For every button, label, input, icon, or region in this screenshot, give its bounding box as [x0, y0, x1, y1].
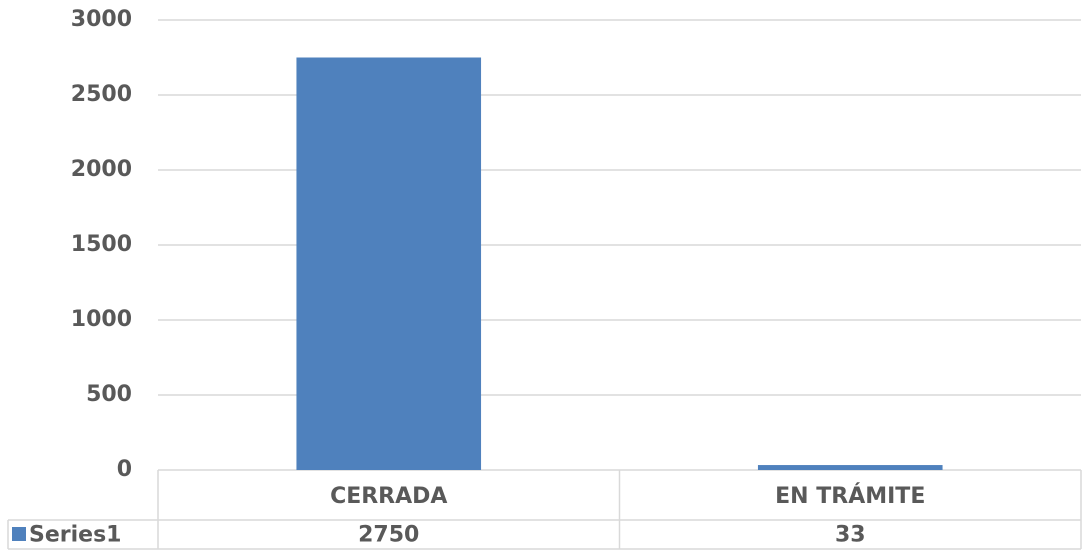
- y-tick-label: 1500: [71, 232, 132, 257]
- x-tick-label: CERRADA: [330, 484, 447, 509]
- y-tick-label: 1000: [71, 307, 132, 332]
- table-value: 33: [835, 523, 866, 548]
- table-value: 2750: [358, 523, 419, 548]
- y-tick-label: 3000: [71, 7, 132, 32]
- bar: [296, 57, 482, 470]
- legend-label: Series1: [29, 523, 121, 548]
- x-tick-label: EN TRÁMITE: [775, 483, 925, 509]
- y-tick-label: 0: [117, 457, 132, 482]
- bar: [757, 465, 943, 470]
- y-tick-label: 2500: [71, 82, 132, 107]
- y-tick-label: 2000: [71, 157, 132, 182]
- legend-swatch: [12, 527, 26, 541]
- y-tick-label: 500: [86, 382, 132, 407]
